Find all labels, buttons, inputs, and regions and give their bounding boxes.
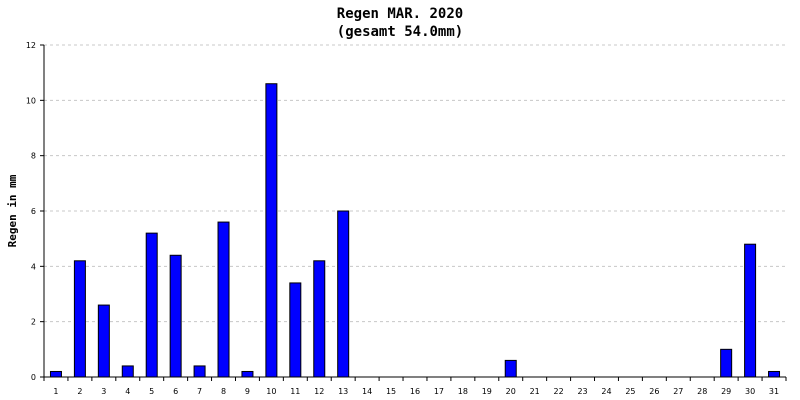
y-tick-label-12: 12 <box>26 41 36 50</box>
x-tick-label-31: 31 <box>769 387 779 396</box>
x-tick-label-19: 19 <box>482 387 492 396</box>
bar-day-5 <box>145 232 158 378</box>
x-tick-label-18: 18 <box>458 387 468 396</box>
x-tick-label-9: 9 <box>245 387 250 396</box>
bar-day-4 <box>121 365 134 378</box>
x-tick-label-20: 20 <box>506 387 516 396</box>
chart-title: Regen MAR. 2020 <box>337 6 463 22</box>
x-tick-label-27: 27 <box>673 387 683 396</box>
x-tick-label-4: 4 <box>125 387 130 396</box>
x-tick-label-28: 28 <box>697 387 707 396</box>
x-tick-label-13: 13 <box>338 387 348 396</box>
bar-day-3 <box>97 304 110 378</box>
x-tick-label-5: 5 <box>149 387 154 396</box>
x-tick-label-17: 17 <box>434 387 444 396</box>
y-tick-label-8: 8 <box>31 152 36 161</box>
y-tick-label-6: 6 <box>31 207 36 216</box>
x-tick-label-14: 14 <box>362 387 372 396</box>
bar-day-7 <box>193 365 206 378</box>
x-ticks: 1 2 3 4 5 6 7 8 9 10 11 12 13 14 15 16 17 18 19 20 21 22 23 24 2… <box>43 377 787 396</box>
x-tick-label-2: 2 <box>77 387 82 396</box>
x-tick-label-6: 6 <box>173 387 178 396</box>
bar-day-6 <box>169 254 182 378</box>
x-tick-label-10: 10 <box>266 387 276 396</box>
x-tick-label-1: 1 <box>53 387 58 396</box>
x-tick-label-22: 22 <box>554 387 564 396</box>
bars <box>49 83 781 378</box>
y-ticks: 0 2 4 6 8 10 12 <box>26 41 44 382</box>
y-tick-label-10: 10 <box>26 96 36 105</box>
x-tick-label-3: 3 <box>101 387 106 396</box>
x-tick-label-25: 25 <box>625 387 635 396</box>
bar-day-13 <box>337 210 350 378</box>
y-tick-label-2: 2 <box>31 318 36 327</box>
bar-day-1 <box>49 370 62 378</box>
y-axis-label: Regen in mm <box>6 174 19 247</box>
x-tick-label-23: 23 <box>577 387 587 396</box>
bar-day-31 <box>768 370 781 378</box>
x-tick-label-30: 30 <box>745 387 755 396</box>
y-tick-label-0: 0 <box>31 373 36 382</box>
x-tick-label-24: 24 <box>601 387 611 396</box>
x-tick-label-7: 7 <box>197 387 202 396</box>
bar-day-2 <box>73 260 86 378</box>
x-tick-label-26: 26 <box>649 387 659 396</box>
bar-day-9 <box>241 370 254 378</box>
bar-day-12 <box>313 260 326 378</box>
x-tick-label-15: 15 <box>386 387 396 396</box>
x-tick-label-29: 29 <box>721 387 731 396</box>
bar-day-20 <box>504 359 517 378</box>
chart-subtitle: (gesamt 54.0mm) <box>337 24 463 40</box>
x-tick-label-12: 12 <box>314 387 324 396</box>
x-tick-label-8: 8 <box>221 387 226 396</box>
x-tick-label-21: 21 <box>530 387 540 396</box>
bar-day-10 <box>265 83 278 378</box>
bar-day-29 <box>720 348 733 378</box>
bar-day-30 <box>744 243 757 378</box>
x-tick-label-11: 11 <box>290 387 300 396</box>
y-tick-label-4: 4 <box>31 262 36 271</box>
bar-day-8 <box>217 221 230 378</box>
x-tick-label-16: 16 <box>410 387 420 396</box>
gridlines <box>44 44 786 323</box>
bar-day-11 <box>289 282 302 378</box>
